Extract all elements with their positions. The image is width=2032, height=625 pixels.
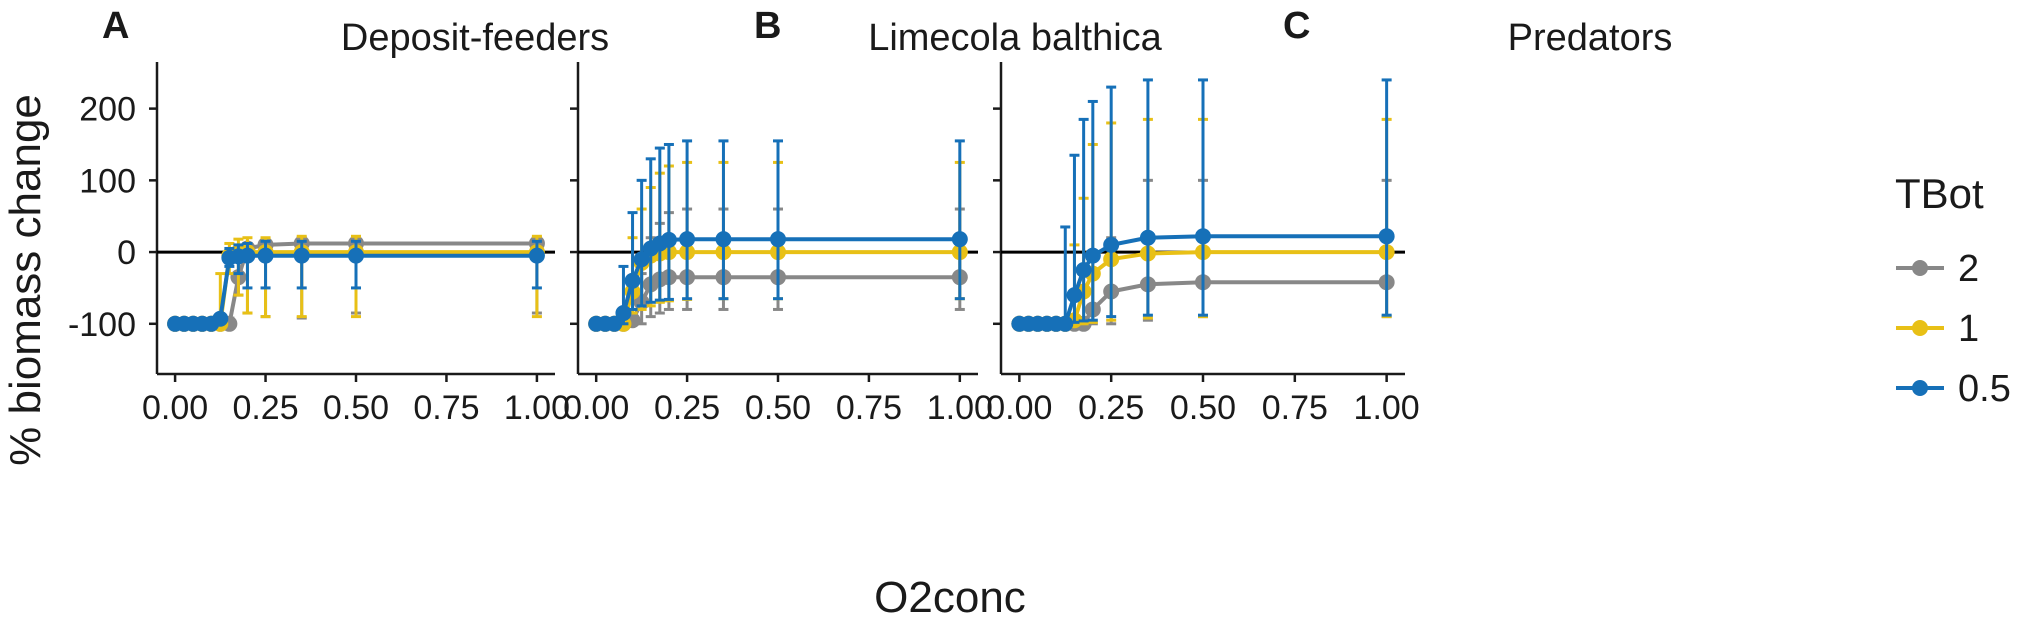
y-axis-title: % biomass change	[1, 94, 50, 466]
x-tick-label: 0.75	[1262, 389, 1328, 427]
panel-letter: C	[1283, 5, 1310, 47]
x-tick-label: 0.25	[654, 389, 720, 427]
data-point	[1057, 315, 1074, 332]
x-tick-label: 0.00	[563, 389, 629, 427]
x-tick-labels: 0.00 0.25 0.50 0.75 1.00	[142, 389, 570, 427]
x-tick-label: 0.00	[986, 389, 1052, 427]
data-point	[1103, 236, 1120, 253]
legend-marker	[1912, 320, 1928, 336]
data-point	[257, 247, 274, 264]
x-tick-label: 0.50	[323, 389, 389, 427]
y-tick-labels: -100 0 100 200	[68, 91, 136, 344]
data-point	[239, 247, 256, 264]
panel-limecola-balthica: B Limecola balthica 0.00 0.25 0.50 0.75 1.00	[563, 5, 1163, 427]
x-tick-label: 1.00	[927, 389, 993, 427]
panel-title: Predators	[1508, 17, 1673, 59]
data-point	[624, 272, 641, 289]
data-point	[528, 247, 545, 264]
data-point	[212, 310, 229, 327]
data-point	[1378, 228, 1395, 245]
plot-area	[570, 62, 978, 382]
legend-item-1: 1	[1896, 308, 1979, 350]
data-point	[715, 231, 732, 248]
x-tick-label: 0.50	[1170, 389, 1236, 427]
panel-letter: B	[754, 5, 781, 47]
data-point	[1195, 228, 1211, 245]
legend-item-2: 2	[1896, 248, 1979, 290]
data-point	[615, 305, 632, 322]
data-point	[1066, 287, 1083, 304]
data-point	[1075, 262, 1092, 278]
legend-title: TBot	[1895, 170, 1984, 217]
plot-area	[993, 62, 1405, 382]
legend: TBot 2 1 0.5	[1895, 170, 2011, 410]
legend-label: 1	[1958, 308, 1979, 350]
x-tick-labels: 0.00 0.25 0.50 0.75 1.00	[563, 389, 993, 427]
data-point	[951, 231, 968, 248]
x-tick-label: 0.50	[745, 389, 811, 427]
x-tick-label: 0.25	[1078, 389, 1144, 427]
x-tick-label: 1.00	[504, 389, 570, 427]
panel-predators: C Predators 0.00 0.25 0.50 0.75 1.00	[986, 5, 1672, 427]
series-0.5	[588, 139, 968, 332]
x-axis-title: O2conc	[874, 573, 1026, 622]
x-tick-label: 0.75	[413, 389, 479, 427]
y-tick-label: 100	[79, 162, 136, 200]
legend-item-0.5: 0.5	[1896, 368, 2011, 410]
panel-title: Deposit-feeders	[341, 17, 609, 59]
legend-marker	[1912, 380, 1928, 396]
y-tick-label: 0	[117, 234, 136, 272]
legend-label: 0.5	[1958, 368, 2011, 410]
data-point	[660, 231, 677, 248]
data-point	[770, 231, 786, 248]
data-point	[679, 231, 696, 248]
legend-label: 2	[1958, 248, 1979, 290]
x-tick-label: 0.00	[142, 389, 208, 427]
x-tick-label: 0.25	[232, 389, 298, 427]
data-point	[348, 247, 364, 264]
x-tick-label: 0.75	[836, 389, 902, 427]
plot-area	[149, 62, 555, 382]
y-tick-label: 200	[79, 91, 136, 129]
panel-title: Limecola balthica	[868, 17, 1162, 59]
legend-marker	[1912, 260, 1928, 276]
series-0.5	[167, 239, 545, 332]
data-point	[1084, 247, 1101, 264]
data-point	[633, 251, 650, 268]
panel-letter: A	[102, 5, 129, 47]
y-tick-label: -100	[68, 306, 136, 344]
data-point	[293, 247, 310, 264]
panel-deposit-feeders: A Deposit-feeders 0.00 0.25 0.50 0.75 1.00	[102, 5, 609, 427]
series-0.5	[1011, 78, 1395, 332]
x-tick-label: 1.00	[1354, 389, 1420, 427]
data-point	[1139, 229, 1156, 246]
x-tick-labels: 0.00 0.25 0.50 0.75 1.00	[986, 389, 1419, 427]
data-point	[606, 315, 623, 332]
